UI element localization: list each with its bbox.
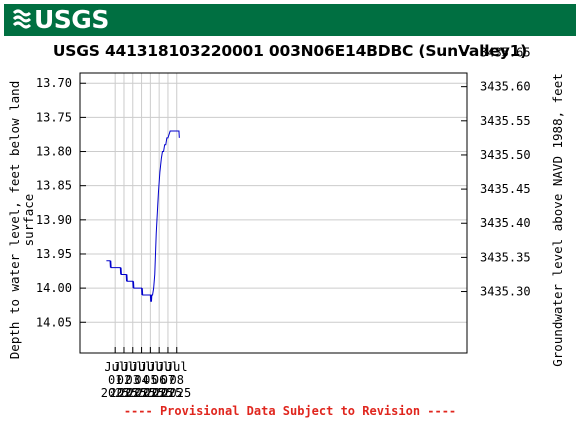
y-tick-label: 13.90 (36, 213, 72, 227)
y-tick-label: 13.70 (36, 76, 72, 90)
y2-tick-label: 3435.40 (480, 216, 531, 230)
y2-tick-label: 3435.30 (480, 285, 531, 299)
y-tick-label: 13.95 (36, 247, 72, 261)
chart-title: USGS 441318103220001 003N06E14BDBC (SunV… (52, 42, 528, 60)
x-tick-label: 2025 (136, 386, 165, 400)
provisional-data-notice: ---- Provisional Data Subject to Revisio… (123, 404, 457, 418)
x-axis: Jul012025Jul022025Jul032025Jul042025Jul0… (101, 347, 191, 400)
y-axis-label-line-1: Depth to water level, feet below land (7, 81, 22, 359)
y2-axis-label: Groundwater level above NAVD 1988, feet (550, 73, 565, 367)
x-tick-label: Jul (166, 360, 188, 374)
y2-tick-label: 3435.55 (480, 114, 531, 128)
x-tick-label: Jul (104, 360, 126, 374)
x-tick-label: 05 (143, 373, 157, 387)
y-axis-label-line-2: surface (21, 194, 36, 247)
y2-tick-label: 3435.35 (480, 250, 531, 264)
x-tick-label: 2025 (118, 386, 147, 400)
y-tick-label: 13.85 (36, 179, 72, 193)
x-tick-label: 07 (161, 373, 175, 387)
y-tick-label: 14.00 (36, 281, 72, 295)
series-layer (106, 130, 180, 302)
y2-tick-label: 3435.60 (480, 80, 531, 94)
y-tick-label: 14.05 (36, 315, 72, 329)
x-tick-label: 2025 (101, 386, 130, 400)
x-tick-label: 02 (117, 373, 131, 387)
right-axis: 3435.65 3435.60 3435.55 3435.50 3435.45 3435.… (461, 46, 531, 299)
usgs-logo-text: USGS (34, 5, 109, 34)
x-tick-label: 2025 (145, 386, 174, 400)
x-tick-label: Jul (148, 360, 170, 374)
usgs-banner: USGS (4, 4, 576, 36)
left-axis: 13.70 13.75 13.80 13.85 13.90 13.95 14.00 14.05 (36, 76, 86, 329)
x-tick-label: Jul (140, 360, 162, 374)
y-tick-label: 13.80 (36, 145, 72, 159)
y-tick-label: 13.75 (36, 110, 72, 124)
y2-tick-label: 3435.45 (480, 182, 531, 196)
x-tick-label: 01 (108, 373, 122, 387)
x-tick-label: 03 (126, 373, 140, 387)
x-tick-label: 2025 (154, 386, 183, 400)
x-tick-label: Jul (122, 360, 144, 374)
x-tick-label: 04 (134, 373, 148, 387)
water-level-series-line (106, 130, 180, 302)
usgs-logo-icon (12, 9, 32, 29)
x-tick-label: Jul (113, 360, 135, 374)
x-tick-label: 2025 (162, 386, 191, 400)
x-tick-label: 08 (170, 373, 184, 387)
x-tick-label: 06 (152, 373, 166, 387)
grid-lines (80, 73, 467, 353)
y2-tick-label: 3435.50 (480, 148, 531, 162)
y2-tick-label: 3435.65 (480, 46, 531, 60)
plot-frame (79, 72, 468, 354)
x-tick-label: Jul (157, 360, 179, 374)
x-tick-label: Jul (131, 360, 153, 374)
x-tick-label: 2025 (127, 386, 156, 400)
x-tick-label: 2025 (110, 386, 139, 400)
